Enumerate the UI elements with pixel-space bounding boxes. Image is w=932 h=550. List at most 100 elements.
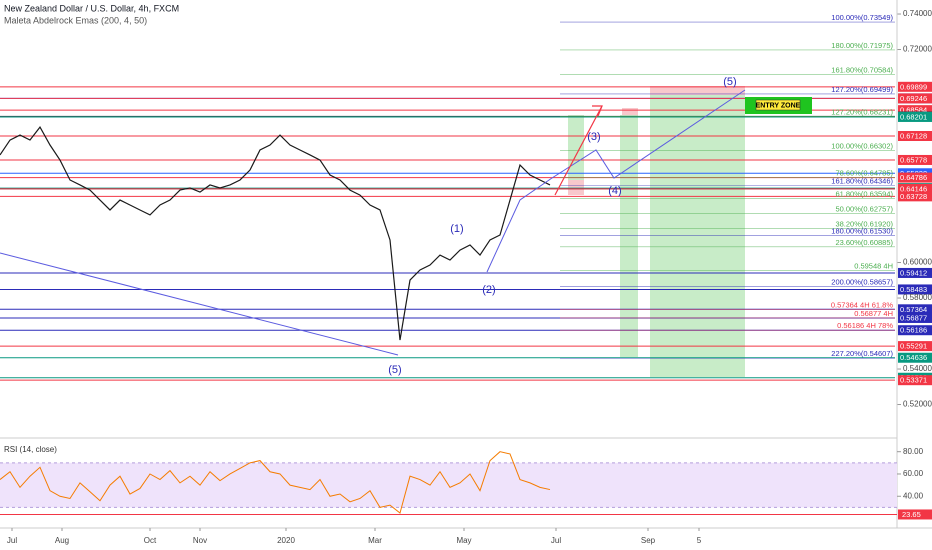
- fib-label: 0.56877 4H: [854, 309, 893, 318]
- fib-label: 161.80%(0.70584): [831, 66, 893, 75]
- y-tick-label: 0.74000: [903, 9, 932, 18]
- wave-label: (5): [723, 76, 736, 88]
- price-label: 0.68201: [900, 112, 927, 121]
- price-label: 0.69899: [900, 82, 927, 91]
- fib-label: 78.60%(0.64785): [835, 169, 893, 178]
- fib-label: 23.60%(0.60885): [835, 238, 893, 247]
- entry-zone-label-box: [755, 99, 801, 111]
- price-label-box: [898, 375, 932, 386]
- rsi-last-label: 23.65: [902, 510, 921, 519]
- price-label: 0.64146: [900, 184, 927, 193]
- x-tick-label: Nov: [193, 536, 207, 545]
- price-label: 0.69246: [900, 94, 927, 103]
- fib-label: 127.20%(0.69499): [831, 85, 893, 94]
- x-tick-label: Jul: [551, 536, 561, 545]
- price-label-box: [898, 154, 932, 165]
- rsi-y-tick-label: 40.00: [903, 491, 924, 500]
- fib-label: 38.20%(0.61920): [835, 219, 893, 228]
- price-label: 0.67128: [900, 131, 927, 140]
- levels: 0.698990.692470.692460.685840.682310.682…: [0, 13, 932, 386]
- wave-projection: [486, 89, 746, 273]
- price-label-box: [898, 105, 932, 116]
- wave-label: (1): [450, 223, 463, 235]
- price-label: 0.63728: [900, 192, 927, 201]
- x-tick-label: Sep: [641, 536, 656, 545]
- rsi-y-tick-label: 60.00: [903, 469, 924, 478]
- fib-label: 180.00%(0.61530): [831, 226, 893, 235]
- arrow: [554, 105, 603, 196]
- x-tick-label: 5: [697, 536, 702, 545]
- x-tick-label: 2020: [277, 536, 295, 545]
- trend-line: [0, 252, 399, 356]
- wave-label: (5): [388, 364, 401, 376]
- price-label: 0.55291: [900, 342, 927, 351]
- wave-label: (3): [587, 131, 600, 143]
- rsi-title: RSI (14, close): [4, 445, 57, 454]
- price-label-box: [898, 304, 932, 315]
- fib-label: 0.59548 4H: [854, 262, 893, 271]
- price-label: 0.57364: [900, 305, 927, 314]
- price-label-box: [898, 183, 932, 194]
- rsi-y-tick-label: 80.00: [903, 447, 924, 456]
- y-tick-label: 0.60000: [903, 258, 932, 267]
- price-label: 0.54636: [900, 353, 927, 362]
- price-pane: 0.74000 0.72000 0.60000 0.58000 0.54000 0.520…: [0, 9, 932, 409]
- x-tick-label: Mar: [368, 536, 382, 545]
- y-tick-label: 0.58000: [903, 293, 932, 302]
- fib-label: 100.00%(0.73549): [831, 13, 893, 22]
- x-tick-label: Jul: [7, 536, 17, 545]
- price-label: 0.58483: [900, 285, 927, 294]
- price-label-box: [898, 267, 932, 278]
- price-label: 0.56186: [900, 326, 927, 335]
- x-tick-label: Oct: [144, 536, 157, 545]
- price-label-box: [898, 352, 932, 363]
- price-line: [0, 126, 551, 341]
- fib-label: 200.00%(0.58657): [831, 277, 893, 286]
- y-tick-label: 0.52000: [903, 400, 932, 409]
- arrow-head: [592, 105, 603, 117]
- stop-zone: [622, 108, 638, 115]
- price-label: 0.64786: [900, 173, 927, 182]
- wave-label: (2): [482, 284, 495, 296]
- price-label-box: [898, 111, 932, 122]
- x-tick-label: Aug: [55, 536, 69, 545]
- entry-zone-label: ENTRY ZONE: [756, 102, 801, 109]
- rsi-pane: 80.00 60.00 40.00 23.65: [0, 447, 932, 520]
- target-zone: [568, 115, 584, 180]
- wave-label: (4): [608, 185, 621, 197]
- fib-label: 161.80%(0.64346): [831, 176, 893, 185]
- price-label-box: [898, 130, 932, 141]
- price-label: 0.56877: [900, 313, 927, 322]
- fib-label: 50.00%(0.62757): [835, 205, 893, 214]
- target-zone: [620, 115, 638, 357]
- price-label-box: [898, 191, 932, 202]
- fib-label: 127.20%(0.68231): [831, 107, 893, 116]
- rsi-line: [0, 451, 551, 514]
- rsi-last-box: [898, 509, 932, 520]
- stop-zone: [650, 86, 745, 95]
- price-label: 0.68584: [900, 106, 927, 115]
- price-label-box: [898, 172, 932, 183]
- stop-zone: [568, 180, 584, 195]
- fib-label: 100.00%(0.66302): [831, 142, 893, 151]
- price-label-box: [898, 284, 932, 295]
- symbol-title: New Zealand Dollar / U.S. Dollar, 4h, FX…: [4, 3, 179, 13]
- price-label-box: [898, 325, 932, 336]
- indicator-title: Maleta Abdelrock Emas (200, 4, 50): [4, 15, 147, 25]
- fib-label: 227.20%(0.54607): [831, 349, 893, 358]
- fib-label: 0.56186 4H 78%: [837, 321, 893, 330]
- x-tick-label: May: [456, 536, 471, 545]
- price-label-box: [898, 93, 932, 104]
- y-tick-label: 0.54000: [903, 364, 932, 373]
- price-label-box: [898, 341, 932, 352]
- drawings: (5) (3) (4) (1) (2) (5) ENTRY ZONE: [0, 76, 812, 376]
- fib-label: 61.80%(0.63594): [835, 190, 893, 199]
- price-label-box: [898, 81, 932, 92]
- price-label: 0.59412: [900, 268, 927, 277]
- price-label: 0.53371: [900, 376, 927, 385]
- price-label-box: [898, 312, 932, 323]
- target-zone: [650, 95, 745, 377]
- price-label: 0.65778: [900, 155, 927, 164]
